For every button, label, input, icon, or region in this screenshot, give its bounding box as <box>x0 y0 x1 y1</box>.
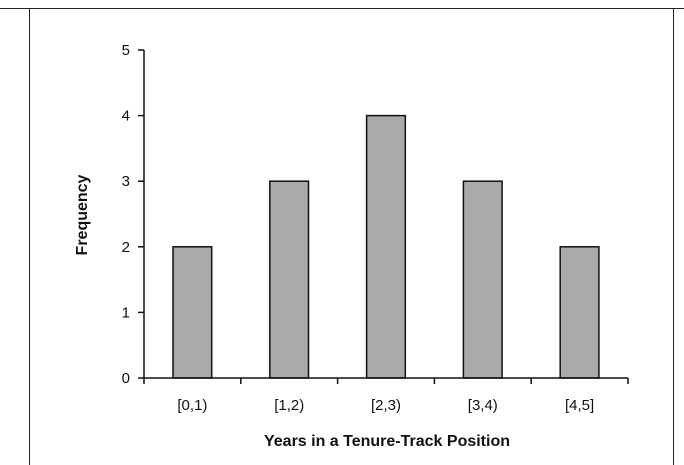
y-tick-label-0: 0 <box>122 370 130 387</box>
x-tick-label-0: [0,1) <box>177 397 207 414</box>
x-axis-title: Years in a Tenure-Track Position <box>264 433 510 450</box>
x-tick-label-1: [1,2) <box>274 397 304 414</box>
y-ticks: 0 1 2 3 4 5 <box>122 42 144 387</box>
x-tick-label-2: [2,3) <box>371 397 401 414</box>
bar-3 <box>462 180 503 379</box>
y-tick-label-4: 4 <box>122 108 130 125</box>
y-tick-label-5: 5 <box>122 42 130 59</box>
figure-frame-top <box>0 8 684 9</box>
bar-0 <box>172 246 213 379</box>
x-tick-label-4: [4,5] <box>565 397 594 414</box>
figure-frame-left <box>29 8 30 465</box>
bars <box>172 114 600 379</box>
y-tick-label-1: 1 <box>122 304 130 321</box>
y-tick-label-3: 3 <box>122 173 130 190</box>
y-tick-label-2: 2 <box>122 239 130 256</box>
bar-1 <box>269 180 310 379</box>
bar-4 <box>559 246 600 379</box>
y-axis-title: Frequency <box>74 174 91 255</box>
figure-frame-right <box>673 8 674 465</box>
bar-2 <box>365 114 407 379</box>
x-tick-label-3: [3,4) <box>468 397 498 414</box>
x-ticks: [0,1) [1,2) [2,3) [3,4) [4,5] <box>143 378 629 414</box>
